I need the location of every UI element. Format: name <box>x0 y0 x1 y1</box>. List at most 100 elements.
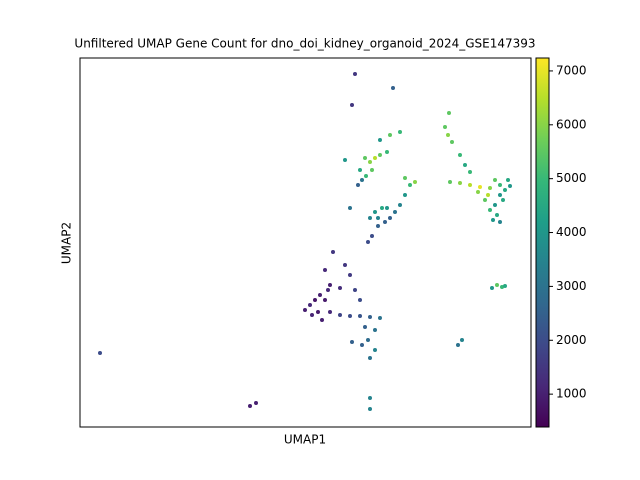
point <box>391 86 395 90</box>
point <box>468 170 472 174</box>
point <box>323 268 327 272</box>
point <box>373 328 377 332</box>
point <box>350 340 354 344</box>
point <box>448 180 452 184</box>
point <box>408 183 412 187</box>
colorbar-tick-label: 1000 <box>556 387 587 401</box>
point <box>326 288 330 292</box>
point <box>380 206 384 210</box>
point <box>366 240 370 244</box>
point <box>403 176 407 180</box>
point <box>331 250 335 254</box>
point <box>98 351 102 355</box>
y-axis-label: UMAP2 <box>60 222 74 264</box>
point <box>356 183 360 187</box>
colorbar-tick-label: 6000 <box>556 117 587 131</box>
point <box>373 210 377 214</box>
point <box>456 343 460 347</box>
point <box>360 343 364 347</box>
point <box>363 156 367 160</box>
point <box>398 203 402 207</box>
point <box>447 111 451 115</box>
point <box>476 190 480 194</box>
point <box>366 338 370 342</box>
point <box>490 286 494 290</box>
point <box>463 163 467 167</box>
point <box>498 183 502 187</box>
colorbar-tick-label: 3000 <box>556 279 587 293</box>
point <box>364 174 368 178</box>
point <box>348 273 352 277</box>
point <box>363 325 367 329</box>
point <box>358 298 362 302</box>
point <box>508 184 512 188</box>
point <box>388 216 392 220</box>
colorbar-tick-label: 4000 <box>556 225 587 239</box>
point <box>383 220 387 224</box>
point <box>348 314 352 318</box>
point <box>503 188 507 192</box>
point <box>308 303 312 307</box>
point <box>358 314 362 318</box>
point <box>378 153 382 157</box>
point <box>353 72 357 76</box>
x-axis-label: UMAP1 <box>284 433 326 447</box>
point <box>368 216 372 220</box>
colorbar-tick-label: 7000 <box>556 63 587 77</box>
point <box>495 283 499 287</box>
point <box>498 220 502 224</box>
point <box>338 313 342 317</box>
point <box>353 288 357 292</box>
point <box>254 401 258 405</box>
point <box>393 210 397 214</box>
point <box>506 178 510 182</box>
point <box>328 310 332 314</box>
point <box>368 160 372 164</box>
point <box>458 181 462 185</box>
point <box>468 183 472 187</box>
point <box>460 338 464 342</box>
point <box>450 140 454 144</box>
point <box>318 293 322 297</box>
point <box>378 138 382 142</box>
plot-frame <box>79 57 532 428</box>
point <box>373 348 377 352</box>
point <box>385 150 389 154</box>
point <box>370 168 374 172</box>
point <box>348 206 352 210</box>
point <box>368 315 372 319</box>
point <box>328 283 332 287</box>
chart-title: Unfiltered UMAP Gene Count for dno_doi_k… <box>74 37 535 51</box>
point <box>343 263 347 267</box>
point <box>376 216 380 220</box>
colorbar <box>535 57 550 428</box>
point <box>343 158 347 162</box>
point <box>446 133 450 137</box>
point <box>316 310 320 314</box>
point <box>495 213 499 217</box>
point <box>338 286 342 290</box>
point <box>488 186 492 190</box>
point <box>493 178 497 182</box>
point <box>368 407 372 411</box>
point <box>360 178 364 182</box>
colorbar-tick-label: 2000 <box>556 333 587 347</box>
point <box>403 193 407 197</box>
point <box>493 203 497 207</box>
point <box>483 198 487 202</box>
point <box>458 153 462 157</box>
point <box>486 193 490 197</box>
point <box>478 185 482 189</box>
point <box>388 133 392 137</box>
point <box>498 193 502 197</box>
point <box>443 125 447 129</box>
point <box>368 396 372 400</box>
point <box>378 316 382 320</box>
point <box>398 130 402 134</box>
point <box>376 224 380 228</box>
point <box>350 103 354 107</box>
point <box>303 308 307 312</box>
point <box>368 356 372 360</box>
point <box>248 404 252 408</box>
